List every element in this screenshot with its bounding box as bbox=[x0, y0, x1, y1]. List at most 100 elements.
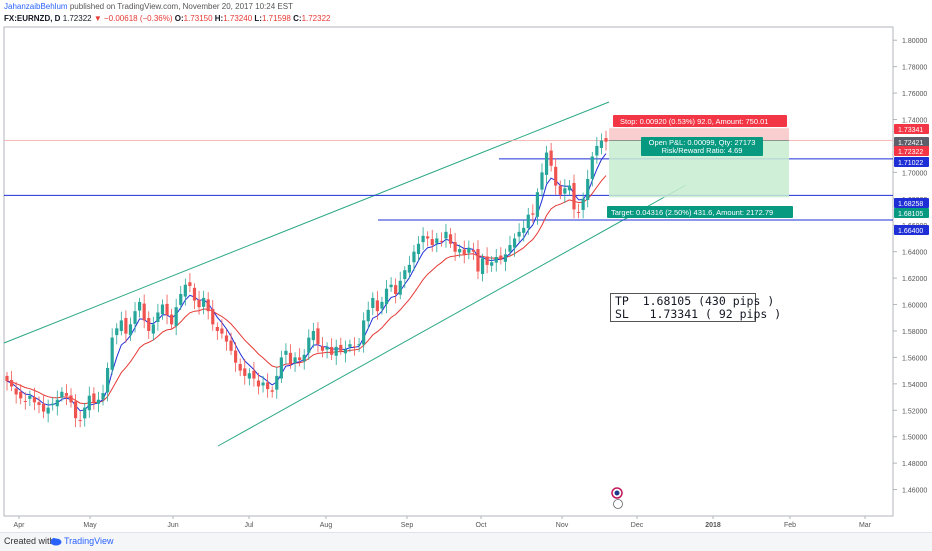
candle-body bbox=[284, 350, 288, 355]
high-value: 1.73240 bbox=[223, 14, 253, 23]
channel-lower-line bbox=[217, 184, 687, 447]
candle-body bbox=[426, 236, 430, 239]
x-tick-label: Jul bbox=[245, 522, 254, 529]
target-label: Target: 0.04316 (2.50%) 431.6, Amount: 2… bbox=[611, 208, 773, 217]
candle-body bbox=[503, 254, 508, 262]
candle-body bbox=[128, 324, 133, 336]
candle-body bbox=[23, 400, 27, 402]
candle bbox=[599, 133, 604, 155]
candle-body bbox=[522, 227, 526, 233]
position-labels: Stop: 0.00920 (0.53%) 92.0, Amount: 750.… bbox=[607, 115, 793, 218]
author-link[interactable]: JahanzaibBehlum bbox=[4, 2, 68, 11]
tp-sl-note[interactable]: TP 1.68105 (430 pips ) SL 1.73341 ( 92 p… bbox=[610, 293, 781, 322]
candle bbox=[197, 290, 201, 315]
candle-body bbox=[453, 242, 457, 252]
candle bbox=[394, 278, 398, 304]
candle-body bbox=[261, 382, 265, 386]
candle-body bbox=[266, 382, 270, 390]
candle-body bbox=[576, 211, 581, 213]
last-price: 1.72322 bbox=[62, 14, 92, 23]
tradingview-link[interactable]: TradingView bbox=[64, 536, 114, 546]
candle bbox=[531, 204, 535, 223]
y-tick-label: 1.54000 bbox=[902, 382, 927, 389]
candle bbox=[32, 387, 37, 411]
candle-body bbox=[270, 390, 274, 392]
candle-body bbox=[119, 320, 123, 331]
price-tag-bg bbox=[894, 137, 929, 147]
candle-body bbox=[567, 185, 572, 191]
candle-body bbox=[192, 287, 197, 301]
candle bbox=[179, 285, 183, 310]
candle bbox=[19, 384, 23, 405]
candle bbox=[416, 236, 421, 262]
candle-body bbox=[55, 399, 59, 407]
event-icon bbox=[613, 499, 623, 509]
candle-body bbox=[92, 393, 96, 403]
candle-body bbox=[508, 245, 512, 252]
y-tick-label: 1.78000 bbox=[902, 65, 927, 72]
candle bbox=[444, 223, 448, 248]
candle-body bbox=[348, 344, 352, 347]
candle bbox=[105, 362, 110, 402]
candle bbox=[522, 220, 526, 242]
pnl-label-bg bbox=[641, 137, 763, 156]
change-value: −0.00618 (−0.36%) bbox=[104, 14, 173, 23]
price-tag: 1.73341 bbox=[898, 127, 923, 134]
candle-body bbox=[206, 299, 210, 312]
candle bbox=[238, 358, 242, 377]
published-text: published on TradingView.com, November 2… bbox=[69, 2, 293, 11]
candle-body bbox=[435, 238, 439, 244]
candle-body bbox=[179, 293, 183, 305]
candle bbox=[9, 371, 14, 392]
candle-body bbox=[293, 357, 297, 363]
y-tick-label: 1.64000 bbox=[902, 250, 927, 257]
candle-body bbox=[494, 256, 498, 263]
candle bbox=[64, 384, 69, 405]
candle-body bbox=[14, 388, 18, 395]
candle-body bbox=[170, 314, 174, 325]
y-tick-label: 1.52000 bbox=[902, 408, 927, 415]
price-tag: 1.72322 bbox=[898, 149, 923, 156]
candle-body bbox=[572, 183, 576, 210]
candle bbox=[494, 248, 498, 272]
candle bbox=[362, 312, 366, 353]
candle bbox=[28, 390, 32, 407]
footer: Created with TradingView bbox=[0, 532, 932, 551]
candle bbox=[540, 163, 544, 197]
candle bbox=[73, 394, 78, 428]
close-label: C: bbox=[293, 14, 302, 23]
candle bbox=[92, 387, 96, 410]
candle-body bbox=[28, 395, 32, 399]
candle-body bbox=[215, 326, 219, 331]
candle-body bbox=[380, 301, 384, 309]
candle bbox=[471, 242, 475, 260]
candle bbox=[229, 332, 233, 356]
price-tag: 1.72421 bbox=[898, 140, 923, 147]
channel-upper-line bbox=[3, 101, 610, 344]
candle-body bbox=[371, 297, 375, 308]
y-tick-label: 1.48000 bbox=[902, 461, 927, 468]
y-tick-label: 1.56000 bbox=[902, 355, 927, 362]
candle-body bbox=[544, 152, 549, 175]
y-tick-label: 1.76000 bbox=[902, 91, 927, 98]
candle-body bbox=[64, 393, 69, 396]
candle bbox=[448, 228, 453, 248]
candle-body bbox=[156, 312, 160, 322]
candle-body bbox=[320, 346, 325, 351]
tradingview-logo-icon[interactable] bbox=[50, 537, 62, 546]
x-tick-label: Apr bbox=[14, 522, 26, 529]
x-tick-label: Nov bbox=[556, 522, 569, 529]
candle bbox=[430, 229, 434, 252]
candle-body bbox=[238, 364, 242, 371]
candle-body bbox=[535, 192, 540, 217]
low-label: L: bbox=[254, 14, 262, 23]
candle-body bbox=[485, 256, 489, 265]
candle bbox=[87, 386, 91, 418]
candle bbox=[343, 340, 347, 363]
candle-body bbox=[142, 303, 146, 321]
candle-body bbox=[586, 178, 590, 200]
candle bbox=[252, 362, 256, 387]
candle bbox=[279, 350, 283, 383]
price-tag-bg bbox=[894, 198, 929, 208]
